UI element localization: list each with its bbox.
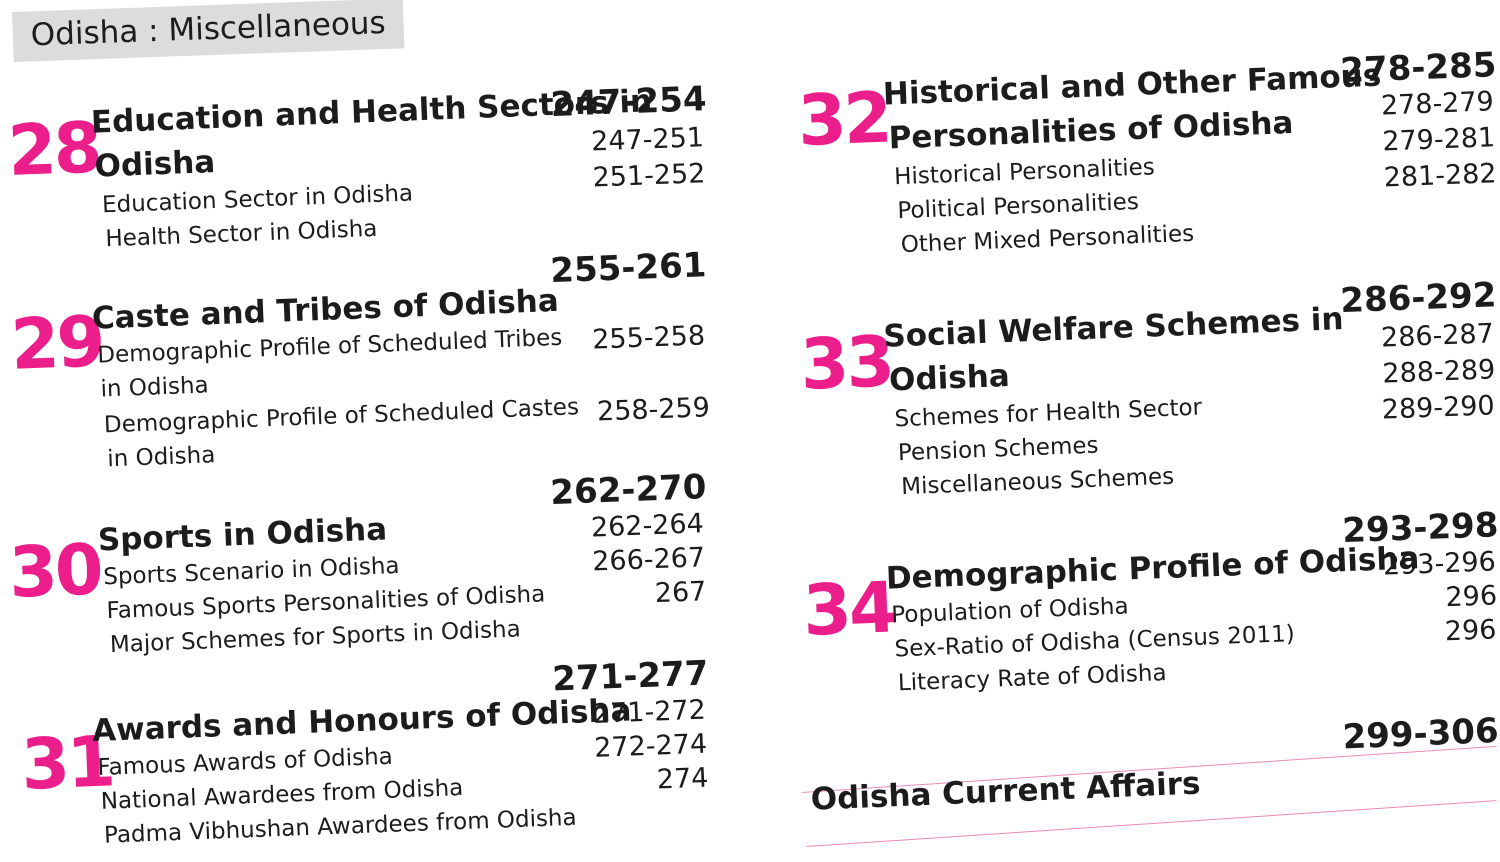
chapter-34: 34 Demographic Profile of Odisha 293-298… xyxy=(800,503,1500,710)
subtopic-page-range: 293-296 xyxy=(1382,546,1497,582)
chapter-number: 30 xyxy=(7,528,103,614)
chapter-page-range: 293-298 xyxy=(1341,505,1500,552)
chapter-30: 30 Sports in Odisha 262-270 Sports Scena… xyxy=(6,465,712,672)
subtopic-page-range: 286-287 xyxy=(1380,318,1495,354)
chapter-number: 29 xyxy=(9,300,104,386)
subtopic-page-range: 266-267 xyxy=(591,542,706,578)
chapter-title-line-1: Demographic Profile of Odisha xyxy=(885,540,1420,597)
chapter-29: 29 Caste and Tribes of Odisha 255-261 De… xyxy=(8,243,714,480)
chapter-page-range: 286-292 xyxy=(1339,275,1498,322)
subtopic-page-range: 255-258 xyxy=(591,320,706,356)
chapter-page-range: 247-254 xyxy=(549,79,708,126)
chapter-number: 34 xyxy=(801,566,897,652)
chapter-title-line-2: Odisha xyxy=(888,357,1011,399)
subtopic-label-line-2: in Odisha xyxy=(106,442,216,473)
chapter-number: 33 xyxy=(798,320,894,406)
chapter-title-line-2: Odisha xyxy=(93,144,216,185)
subtopic-page-range: 279-281 xyxy=(1381,122,1496,158)
subtopic-page-range: 271-272 xyxy=(592,694,707,730)
subtopic-page-range: 288-289 xyxy=(1381,354,1496,390)
subtopic-label-line-2: in Odisha xyxy=(100,372,210,403)
subtopic-page-range: 274 xyxy=(656,762,709,796)
current-affairs-title: Odisha Current Affairs xyxy=(810,765,1202,818)
chapter-page-range: 271-277 xyxy=(551,653,710,700)
chapter-page-range: 255-261 xyxy=(549,245,708,292)
subtopic-page-range: 296 xyxy=(1444,614,1497,648)
subtopic-page-range: 262-264 xyxy=(590,508,705,544)
chapter-page-range: 278-285 xyxy=(1339,45,1498,92)
chapter-page-range: 262-270 xyxy=(549,467,708,514)
subtopic-page-range: 258-259 xyxy=(596,392,711,428)
subtopic-page-range: 251-252 xyxy=(592,158,706,194)
subtopic-page-range: 272-274 xyxy=(593,728,708,764)
chapter-title-line-1: Social Welfare Schemes in xyxy=(882,301,1345,355)
chapter-33: 33 Social Welfare Schemes in Odisha 286-… xyxy=(798,273,1500,510)
chapter-32: 32 Historical and Other Famous Personali… xyxy=(796,43,1500,270)
chapter-number: 32 xyxy=(796,76,891,162)
current-affairs: Odisha Current Affairs 299-306 xyxy=(804,703,1500,832)
subtopic-page-range: 247-251 xyxy=(590,122,705,158)
subtopic-page-range: 289-290 xyxy=(1381,390,1496,426)
chapter-31: 31 Awards and Honours of Odisha 271-277 … xyxy=(18,652,714,858)
subtopic-page-range: 267 xyxy=(654,576,707,610)
subtopic-page-range: 278-279 xyxy=(1380,86,1495,122)
chapter-number: 28 xyxy=(6,106,101,192)
current-affairs-page-range: 299-306 xyxy=(1341,710,1500,758)
subtopic-page-range: 281-282 xyxy=(1383,158,1498,194)
section-title: Odisha : Miscellaneous xyxy=(12,0,405,62)
subtopic-page-range: 296 xyxy=(1444,580,1498,614)
